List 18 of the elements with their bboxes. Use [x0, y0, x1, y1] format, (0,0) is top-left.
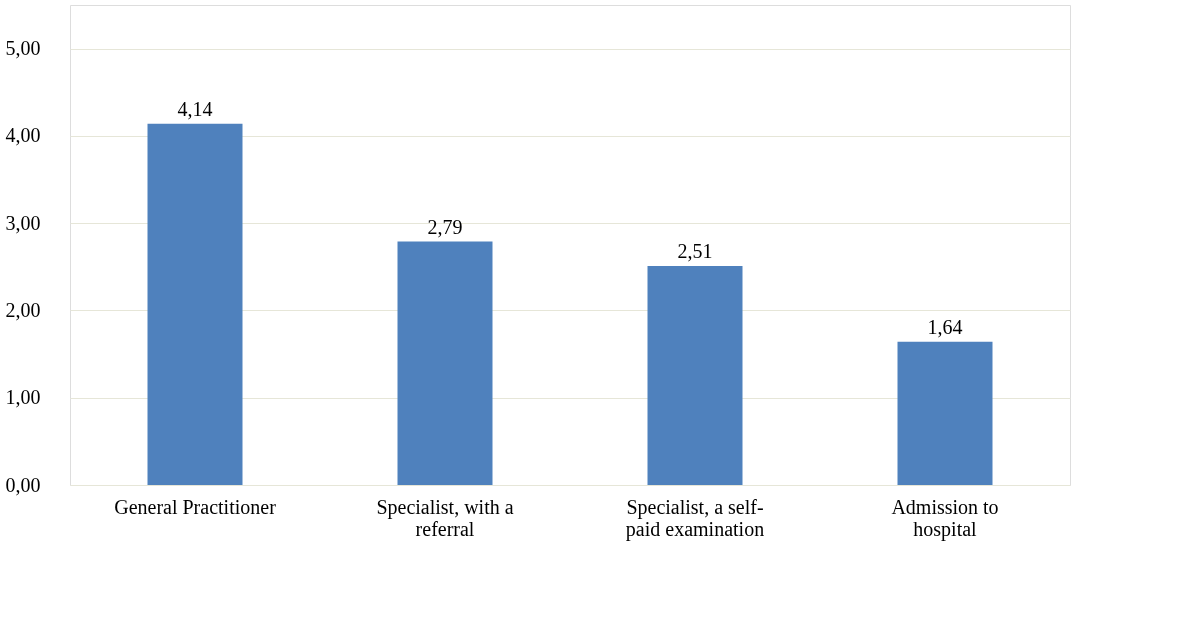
x-tick-label: Admission to hospital	[891, 495, 999, 541]
bar	[397, 241, 493, 485]
y-tick-label: 3,00	[5, 211, 41, 234]
y-tick-label: 4,00	[5, 124, 41, 147]
y-tick-label: 5,00	[5, 37, 41, 60]
x-tick-label: Specialist, with a referral	[376, 495, 514, 540]
bar	[147, 123, 243, 485]
data-label: 4,14	[177, 97, 213, 120]
y-tick-label: 1,00	[5, 386, 41, 409]
data-label: 2,79	[427, 215, 463, 238]
x-tick-label: General Practitioner	[114, 495, 277, 518]
x-tick-label: Specialist, a self-paid examination	[625, 495, 765, 541]
bar	[647, 265, 743, 485]
y-tick-label: 2,00	[5, 298, 41, 321]
data-label: 1,64	[927, 315, 963, 338]
data-label: 2,51	[677, 239, 713, 262]
bar	[897, 341, 993, 485]
y-tick-label: 0,00	[5, 473, 41, 496]
